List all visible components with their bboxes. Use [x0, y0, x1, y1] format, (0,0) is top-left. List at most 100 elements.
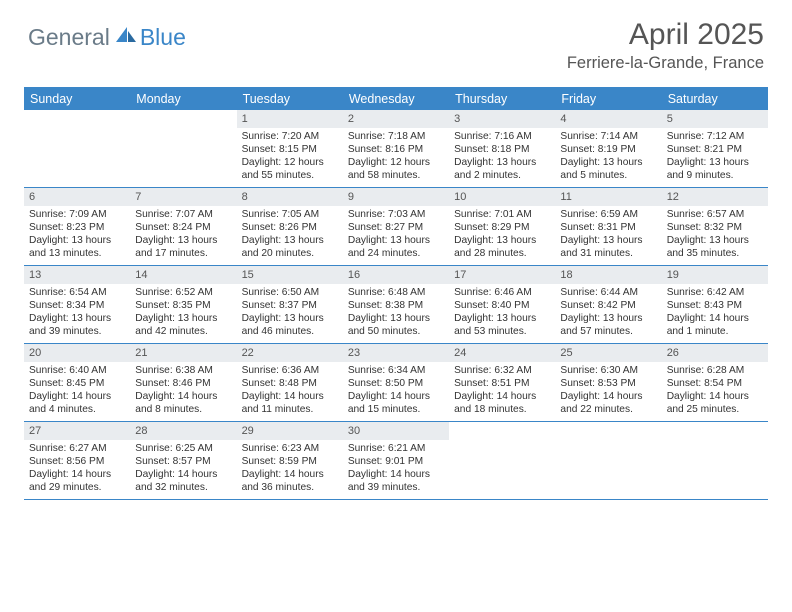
day-cell: 4Sunrise: 7:14 AMSunset: 8:19 PMDaylight… — [555, 110, 661, 187]
month-title: April 2025 — [567, 18, 764, 52]
daylight-line: Daylight: 14 hours and 25 minutes. — [667, 390, 763, 416]
sunrise-line: Sunrise: 7:12 AM — [667, 130, 763, 143]
daylight-line: Daylight: 14 hours and 36 minutes. — [242, 468, 338, 494]
sunrise-line: Sunrise: 7:07 AM — [135, 208, 231, 221]
sunset-line: Sunset: 8:27 PM — [348, 221, 444, 234]
sunrise-line: Sunrise: 6:27 AM — [29, 442, 125, 455]
location: Ferriere-la-Grande, France — [567, 54, 764, 73]
sunrise-line: Sunrise: 6:42 AM — [667, 286, 763, 299]
sunset-line: Sunset: 9:01 PM — [348, 455, 444, 468]
day-number: 7 — [130, 188, 236, 206]
day-number: 27 — [24, 422, 130, 440]
day-number: 4 — [555, 110, 661, 128]
day-number: 22 — [237, 344, 343, 362]
sunrise-line: Sunrise: 7:18 AM — [348, 130, 444, 143]
sunset-line: Sunset: 8:31 PM — [560, 221, 656, 234]
day-cell: 21Sunrise: 6:38 AMSunset: 8:46 PMDayligh… — [130, 344, 236, 421]
weekday-header: Wednesday — [343, 89, 449, 110]
day-cell: 18Sunrise: 6:44 AMSunset: 8:42 PMDayligh… — [555, 266, 661, 343]
daylight-line: Daylight: 14 hours and 4 minutes. — [29, 390, 125, 416]
sunrise-line: Sunrise: 6:23 AM — [242, 442, 338, 455]
day-number: 16 — [343, 266, 449, 284]
weekday-header: Friday — [555, 89, 661, 110]
sunrise-line: Sunrise: 7:03 AM — [348, 208, 444, 221]
day-number: 9 — [343, 188, 449, 206]
week-row: 6Sunrise: 7:09 AMSunset: 8:23 PMDaylight… — [24, 188, 768, 266]
day-body: Sunrise: 7:16 AMSunset: 8:18 PMDaylight:… — [449, 128, 555, 185]
sunset-line: Sunset: 8:45 PM — [29, 377, 125, 390]
daylight-line: Daylight: 13 hours and 17 minutes. — [135, 234, 231, 260]
day-body: Sunrise: 7:14 AMSunset: 8:19 PMDaylight:… — [555, 128, 661, 185]
sunset-line: Sunset: 8:57 PM — [135, 455, 231, 468]
day-body: Sunrise: 6:30 AMSunset: 8:53 PMDaylight:… — [555, 362, 661, 419]
logo-text-right: Blue — [140, 24, 186, 51]
sunset-line: Sunset: 8:23 PM — [29, 221, 125, 234]
day-number: 21 — [130, 344, 236, 362]
day-body: Sunrise: 6:44 AMSunset: 8:42 PMDaylight:… — [555, 284, 661, 341]
daylight-line: Daylight: 12 hours and 58 minutes. — [348, 156, 444, 182]
daylight-line: Daylight: 13 hours and 39 minutes. — [29, 312, 125, 338]
day-cell: 28Sunrise: 6:25 AMSunset: 8:57 PMDayligh… — [130, 422, 236, 499]
day-cell: 26Sunrise: 6:28 AMSunset: 8:54 PMDayligh… — [662, 344, 768, 421]
day-cell: 20Sunrise: 6:40 AMSunset: 8:45 PMDayligh… — [24, 344, 130, 421]
sunset-line: Sunset: 8:21 PM — [667, 143, 763, 156]
day-cell: 7Sunrise: 7:07 AMSunset: 8:24 PMDaylight… — [130, 188, 236, 265]
weekday-header: Thursday — [449, 89, 555, 110]
day-cell: 15Sunrise: 6:50 AMSunset: 8:37 PMDayligh… — [237, 266, 343, 343]
sunset-line: Sunset: 8:15 PM — [242, 143, 338, 156]
day-body: Sunrise: 7:01 AMSunset: 8:29 PMDaylight:… — [449, 206, 555, 263]
sunrise-line: Sunrise: 6:30 AM — [560, 364, 656, 377]
sunset-line: Sunset: 8:32 PM — [667, 221, 763, 234]
day-number: 13 — [24, 266, 130, 284]
day-cell: 23Sunrise: 6:34 AMSunset: 8:50 PMDayligh… — [343, 344, 449, 421]
sunset-line: Sunset: 8:19 PM — [560, 143, 656, 156]
day-cell: . — [24, 110, 130, 187]
daylight-line: Daylight: 13 hours and 35 minutes. — [667, 234, 763, 260]
sunset-line: Sunset: 8:46 PM — [135, 377, 231, 390]
day-number: 8 — [237, 188, 343, 206]
day-number: 10 — [449, 188, 555, 206]
sunset-line: Sunset: 8:26 PM — [242, 221, 338, 234]
day-body: Sunrise: 6:59 AMSunset: 8:31 PMDaylight:… — [555, 206, 661, 263]
sunset-line: Sunset: 8:54 PM — [667, 377, 763, 390]
daylight-line: Daylight: 12 hours and 55 minutes. — [242, 156, 338, 182]
day-cell: 3Sunrise: 7:16 AMSunset: 8:18 PMDaylight… — [449, 110, 555, 187]
day-body: Sunrise: 6:27 AMSunset: 8:56 PMDaylight:… — [24, 440, 130, 497]
weekday-header: Tuesday — [237, 89, 343, 110]
daylight-line: Daylight: 14 hours and 39 minutes. — [348, 468, 444, 494]
daylight-line: Daylight: 14 hours and 8 minutes. — [135, 390, 231, 416]
day-cell: 11Sunrise: 6:59 AMSunset: 8:31 PMDayligh… — [555, 188, 661, 265]
day-body: Sunrise: 6:42 AMSunset: 8:43 PMDaylight:… — [662, 284, 768, 341]
sunrise-line: Sunrise: 6:52 AM — [135, 286, 231, 299]
day-number: 5 — [662, 110, 768, 128]
day-cell: . — [130, 110, 236, 187]
calendar: SundayMondayTuesdayWednesdayThursdayFrid… — [24, 87, 768, 500]
day-number: 26 — [662, 344, 768, 362]
day-body: Sunrise: 6:34 AMSunset: 8:50 PMDaylight:… — [343, 362, 449, 419]
day-body: Sunrise: 6:40 AMSunset: 8:45 PMDaylight:… — [24, 362, 130, 419]
day-body: Sunrise: 7:07 AMSunset: 8:24 PMDaylight:… — [130, 206, 236, 263]
weekday-header: Saturday — [662, 89, 768, 110]
daylight-line: Daylight: 14 hours and 32 minutes. — [135, 468, 231, 494]
day-body: Sunrise: 7:05 AMSunset: 8:26 PMDaylight:… — [237, 206, 343, 263]
day-number: 2 — [343, 110, 449, 128]
day-cell: 30Sunrise: 6:21 AMSunset: 9:01 PMDayligh… — [343, 422, 449, 499]
day-cell: 1Sunrise: 7:20 AMSunset: 8:15 PMDaylight… — [237, 110, 343, 187]
sunset-line: Sunset: 8:48 PM — [242, 377, 338, 390]
header: General Blue April 2025 Ferriere-la-Gran… — [0, 0, 792, 81]
day-body: Sunrise: 7:03 AMSunset: 8:27 PMDaylight:… — [343, 206, 449, 263]
daylight-line: Daylight: 13 hours and 9 minutes. — [667, 156, 763, 182]
daylight-line: Daylight: 13 hours and 46 minutes. — [242, 312, 338, 338]
day-body: Sunrise: 7:12 AMSunset: 8:21 PMDaylight:… — [662, 128, 768, 185]
sunrise-line: Sunrise: 6:40 AM — [29, 364, 125, 377]
daylight-line: Daylight: 13 hours and 13 minutes. — [29, 234, 125, 260]
sunset-line: Sunset: 8:37 PM — [242, 299, 338, 312]
day-number: 20 — [24, 344, 130, 362]
day-body: Sunrise: 6:50 AMSunset: 8:37 PMDaylight:… — [237, 284, 343, 341]
sunrise-line: Sunrise: 6:44 AM — [560, 286, 656, 299]
weekday-header: Monday — [130, 89, 236, 110]
sunrise-line: Sunrise: 7:01 AM — [454, 208, 550, 221]
daylight-line: Daylight: 13 hours and 53 minutes. — [454, 312, 550, 338]
sunrise-line: Sunrise: 6:34 AM — [348, 364, 444, 377]
sunrise-line: Sunrise: 7:14 AM — [560, 130, 656, 143]
